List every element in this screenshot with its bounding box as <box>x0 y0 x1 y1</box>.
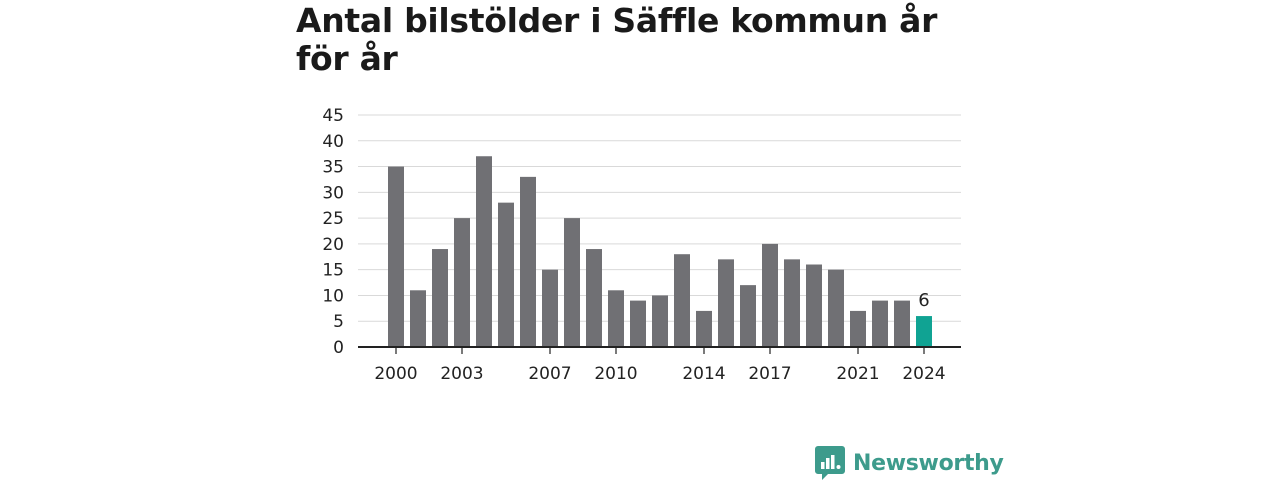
x-tick-label: 2024 <box>902 364 945 384</box>
bar <box>410 290 426 347</box>
bar <box>476 156 492 347</box>
x-tick-label: 2003 <box>440 364 483 384</box>
y-tick-label: 0 <box>333 338 344 358</box>
bar <box>520 176 536 347</box>
data-label: 6 <box>918 290 929 311</box>
y-tick-label: 5 <box>333 312 344 332</box>
y-tick-label: 35 <box>322 158 344 178</box>
bar <box>696 310 712 347</box>
bar <box>542 269 558 347</box>
brand-name: Newsworthy <box>853 450 1004 476</box>
bar <box>828 269 844 347</box>
bars <box>388 156 932 347</box>
chart-title: Antal bilstölder i Säffle kommun år för … <box>296 1 938 78</box>
x-tick-label: 2017 <box>748 364 791 384</box>
x-tick-label: 2014 <box>682 364 725 384</box>
data-labels: 6 <box>918 290 929 311</box>
bar <box>740 285 756 347</box>
bar <box>564 218 580 347</box>
bar <box>652 295 668 347</box>
brand: Newsworthy <box>815 446 1004 480</box>
y-tick-label: 40 <box>322 132 344 152</box>
y-tick-label: 15 <box>322 261 344 281</box>
bar <box>432 249 448 347</box>
bar <box>586 249 602 347</box>
bar <box>894 300 910 347</box>
x-axis-ticks: 2000 2003 2007 2010 2014 2017 2021 2024 <box>374 347 946 384</box>
bar <box>806 264 822 347</box>
bar <box>498 202 514 347</box>
bar <box>718 259 734 347</box>
gridlines <box>358 114 961 322</box>
y-tick-label: 30 <box>322 183 344 203</box>
y-tick-label: 45 <box>322 106 344 126</box>
x-tick-label: 2000 <box>374 364 417 384</box>
bar <box>388 166 404 347</box>
bar <box>916 316 932 347</box>
bar <box>608 290 624 347</box>
bar <box>850 310 866 347</box>
y-axis-ticks: 0 5 10 15 20 25 30 35 40 45 <box>322 106 344 358</box>
bar <box>674 254 690 347</box>
bar <box>872 300 888 347</box>
x-tick-label: 2007 <box>528 364 571 384</box>
y-tick-label: 25 <box>322 209 344 229</box>
bar <box>762 243 778 347</box>
y-tick-label: 10 <box>322 286 344 306</box>
bar <box>454 218 470 347</box>
y-tick-label: 20 <box>322 235 344 255</box>
bar <box>630 300 646 347</box>
newsworthy-logo-icon <box>815 446 845 480</box>
bar <box>784 259 800 347</box>
x-tick-label: 2021 <box>836 364 879 384</box>
x-tick-label: 2010 <box>594 364 637 384</box>
